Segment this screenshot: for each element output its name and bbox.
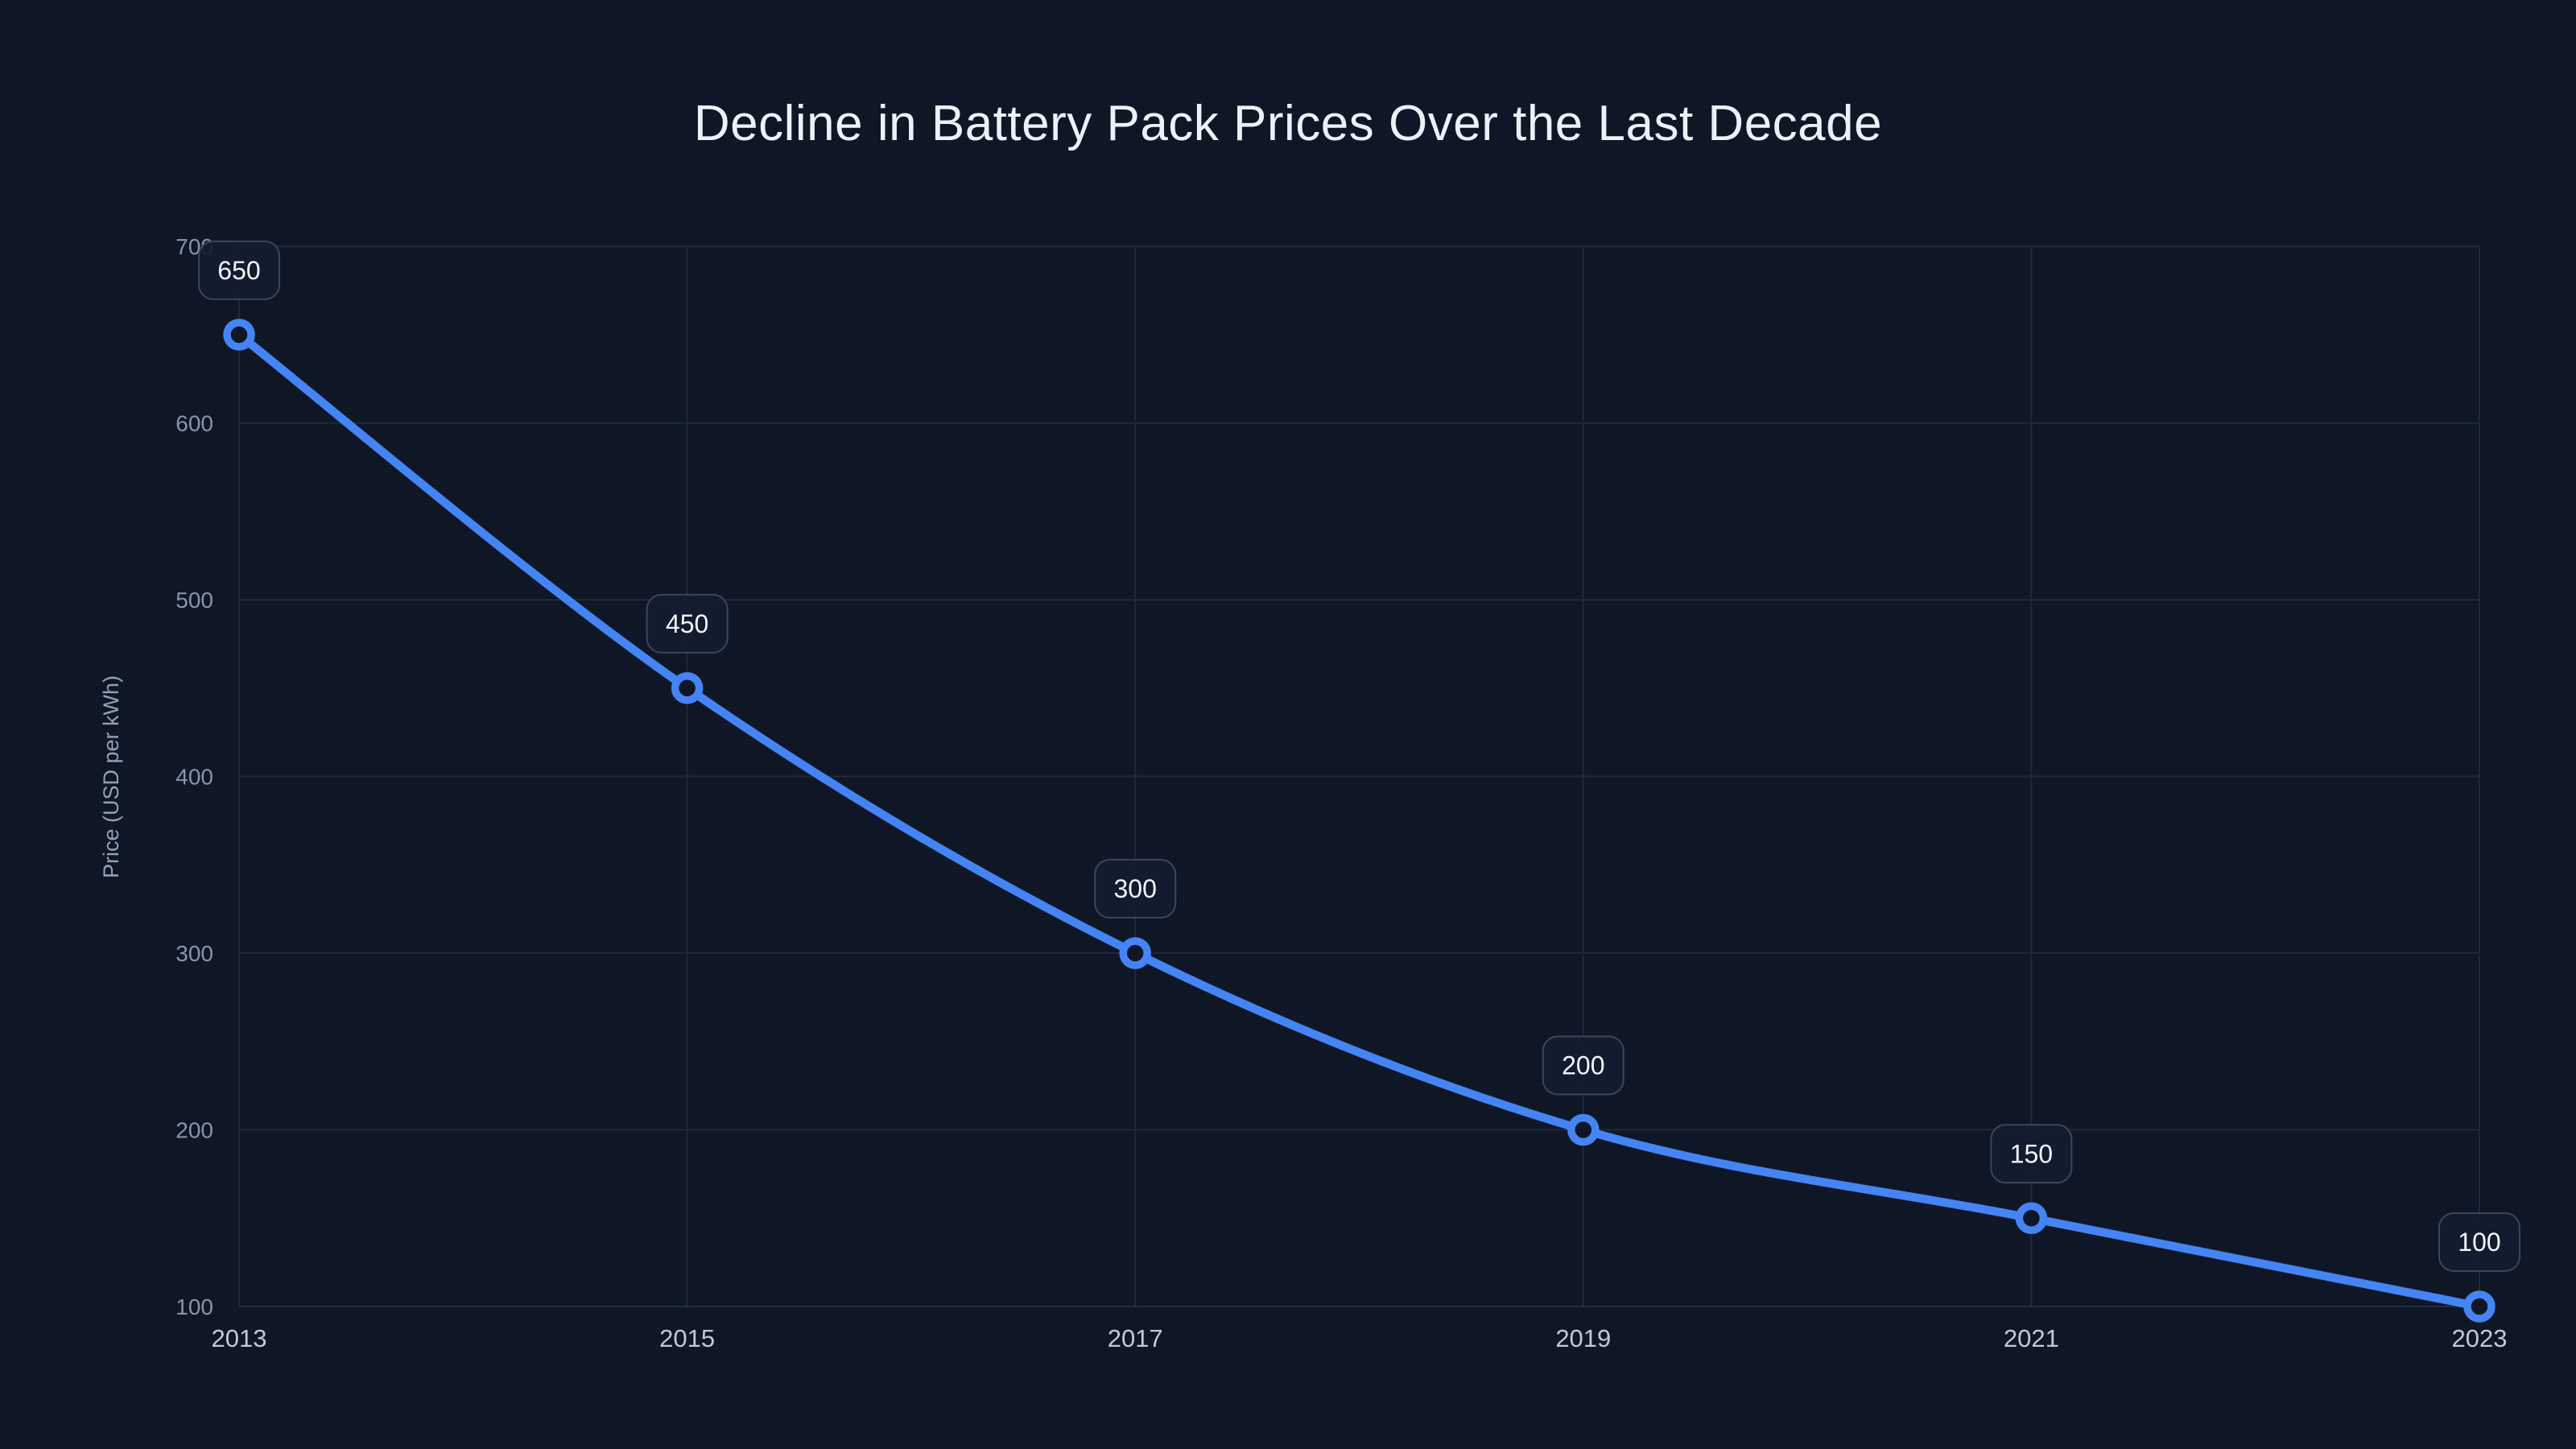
y-axis-title: Price (USD per kWh) — [99, 675, 123, 878]
data-label-text: 300 — [1114, 874, 1157, 903]
y-tick-label: 400 — [175, 765, 213, 790]
data-label-box — [198, 240, 280, 300]
y-tick-label: 200 — [175, 1118, 213, 1143]
chart-title: Decline in Battery Pack Prices Over the … — [693, 96, 1883, 151]
y-tick-label: 600 — [175, 411, 213, 436]
data-label-2015: 450 — [646, 593, 729, 654]
data-label-text: 150 — [2010, 1139, 2053, 1168]
data-label-box — [2438, 1212, 2520, 1272]
data-point-2017[interactable] — [1119, 937, 1151, 969]
data-label-text: 100 — [2458, 1228, 2500, 1257]
y-tick-label: 500 — [175, 588, 213, 613]
data-label-box — [1542, 1035, 1624, 1096]
x-tick-label: 2017 — [1108, 1324, 1163, 1352]
data-label-2023: 100 — [2438, 1212, 2520, 1272]
y-tick-label: 100 — [175, 1294, 213, 1319]
data-label-box — [1094, 859, 1177, 919]
data-label-box — [1990, 1124, 2073, 1184]
data-label-text: 650 — [217, 256, 260, 285]
x-tick-label: 2021 — [2004, 1324, 2059, 1352]
data-label-2021: 150 — [1990, 1124, 2073, 1184]
data-point-2015[interactable] — [671, 672, 704, 704]
data-point-2021[interactable] — [2015, 1202, 2048, 1234]
data-label-text: 450 — [666, 609, 708, 638]
x-tick-label: 2019 — [1555, 1324, 1611, 1352]
x-tick-label: 2015 — [659, 1324, 715, 1352]
data-point-2013[interactable] — [223, 319, 255, 351]
data-label-2013: 650 — [198, 240, 280, 300]
x-tick-label: 2013 — [212, 1324, 267, 1352]
data-label-box — [646, 593, 729, 654]
data-point-2023[interactable] — [2463, 1290, 2496, 1323]
y-tick-label: 300 — [175, 941, 213, 966]
price-line — [234, 330, 2484, 1311]
x-tick-label: 2023 — [2452, 1324, 2508, 1352]
data-label-text: 200 — [1562, 1051, 1604, 1080]
data-label-2019: 200 — [1542, 1035, 1624, 1096]
data-label-2017: 300 — [1094, 859, 1177, 919]
data-point-2019[interactable] — [1567, 1113, 1600, 1146]
